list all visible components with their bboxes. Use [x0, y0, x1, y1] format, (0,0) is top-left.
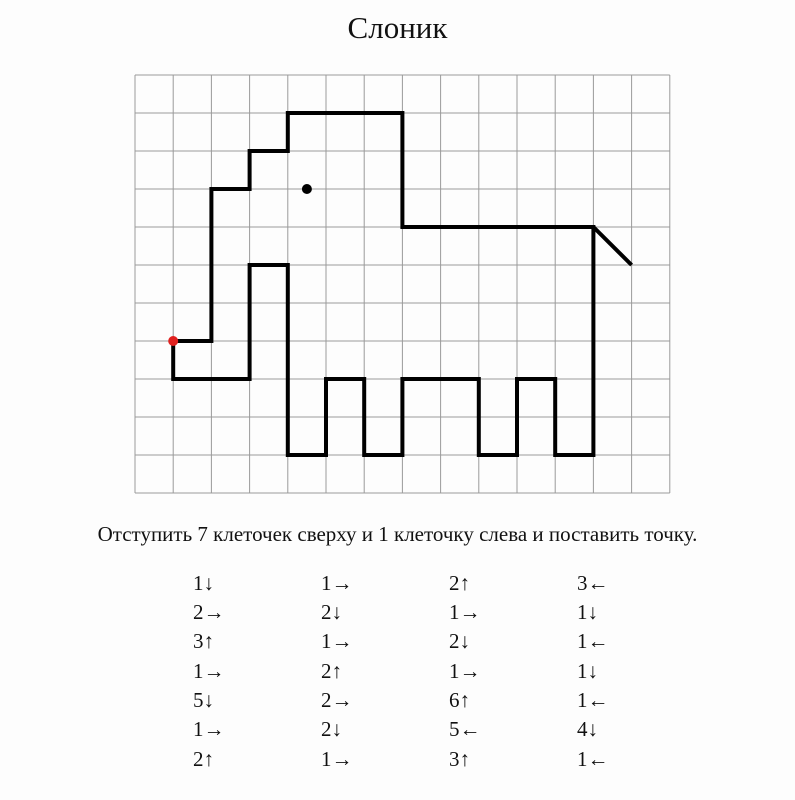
step-instruction: 2→ — [321, 688, 353, 712]
step-instruction: 2↓ — [321, 717, 342, 741]
page-title: Слоник — [347, 10, 448, 45]
step-instruction: 3↑ — [193, 629, 214, 653]
step-instruction: 2↓ — [321, 600, 342, 624]
step-instruction: 2↑ — [193, 747, 214, 771]
step-instruction: 1← — [577, 747, 609, 771]
step-instruction: 1↓ — [577, 659, 598, 683]
drawing-grid — [134, 74, 671, 494]
step-instruction: 1↓ — [193, 571, 214, 595]
step-instruction: 5← — [449, 717, 481, 741]
instruction-text: Отступить 7 клеточек сверху и 1 клеточку… — [97, 522, 698, 546]
step-instruction: 1→ — [193, 717, 225, 741]
elephant-outline — [171, 111, 596, 457]
step-instruction: 1← — [577, 629, 609, 653]
step-instruction: 1→ — [193, 659, 225, 683]
start-dot — [168, 336, 179, 346]
step-instruction: 1→ — [449, 600, 481, 624]
step-instruction: 6↑ — [449, 688, 470, 712]
step-instruction: 3↑ — [449, 747, 470, 771]
step-instruction: 1→ — [449, 659, 481, 683]
step-instruction: 1← — [577, 688, 609, 712]
step-instruction: 2↑ — [321, 659, 342, 683]
elephant-tail — [591, 225, 634, 267]
step-instruction: 1↓ — [577, 600, 598, 624]
step-instruction: 5↓ — [193, 688, 214, 712]
elephant-eye — [301, 184, 312, 194]
step-instruction: 2↓ — [449, 629, 470, 653]
step-instruction: 1→ — [321, 629, 353, 653]
step-instruction: 1→ — [321, 571, 353, 595]
step-instruction: 2↑ — [449, 571, 470, 595]
step-instruction: 4↓ — [577, 717, 598, 741]
step-instruction: 1→ — [321, 747, 353, 771]
step-instruction: 3← — [577, 571, 609, 595]
step-instruction: 2→ — [193, 600, 225, 624]
